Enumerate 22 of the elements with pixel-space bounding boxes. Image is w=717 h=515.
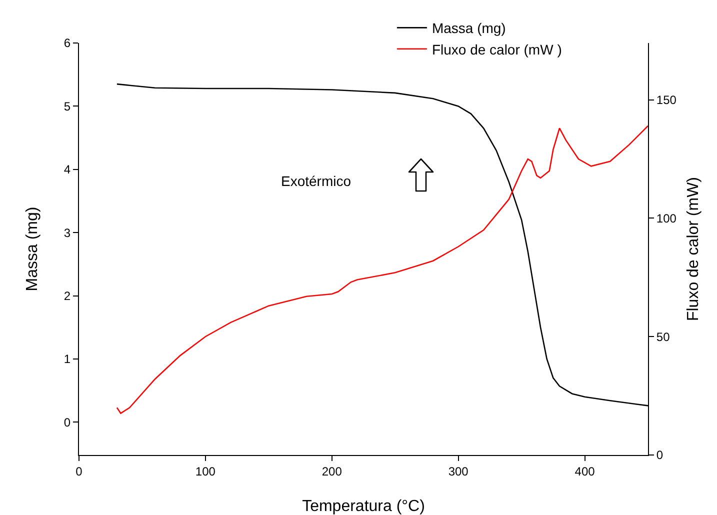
y-axis-title: Massa (mg) (24, 206, 41, 292)
x-tick-label: 400 (574, 464, 596, 478)
y-tick-label: 6 (64, 36, 71, 50)
legend-label: Fluxo de calor (mW ) (432, 41, 562, 58)
y-tick-label: 2 (64, 288, 71, 303)
y2-tick-label: 0 (656, 448, 664, 462)
y2-axis-title: Fluxo de calor (mW) (685, 176, 702, 322)
x-axis-title: Temperatura (°C) (302, 498, 425, 515)
annotation: Exotérmico (281, 173, 352, 189)
y-tick-label: 0 (64, 415, 71, 430)
y-tick-label: 4 (64, 162, 71, 177)
x-tick-label: 0 (76, 464, 83, 478)
legend-label: Massa (mg) (432, 20, 506, 36)
x-tick-label: 100 (195, 464, 216, 478)
y-tick-label: 5 (64, 99, 71, 114)
y-tick-label: 1 (64, 352, 71, 366)
y2-tick-label: 100 (656, 211, 677, 226)
y-tick-label: 3 (64, 226, 71, 240)
x-tick-label: 300 (448, 464, 469, 478)
y2-tick-label: 50 (656, 330, 670, 344)
y2-tick-label: 150 (656, 93, 677, 108)
x-tick-label: 200 (322, 464, 342, 478)
